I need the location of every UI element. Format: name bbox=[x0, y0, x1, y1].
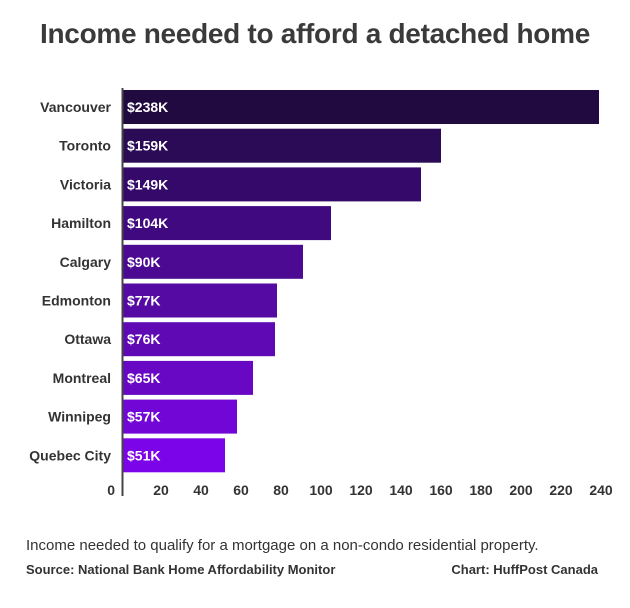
chart-title: Income needed to afford a detached home bbox=[40, 18, 590, 49]
category-label: Winnipeg bbox=[48, 409, 111, 425]
category-label: Edmonton bbox=[42, 293, 111, 309]
bar-value-label: $57K bbox=[127, 409, 160, 425]
x-tick-label: 200 bbox=[509, 482, 533, 498]
bar-value-label: $77K bbox=[127, 293, 160, 309]
x-tick-label: 220 bbox=[549, 482, 573, 498]
x-tick-label: 160 bbox=[429, 482, 453, 498]
category-label: Vancouver bbox=[40, 99, 111, 115]
x-tick-label: 120 bbox=[349, 482, 373, 498]
category-label: Victoria bbox=[60, 176, 111, 192]
category-label: Toronto bbox=[59, 138, 111, 154]
bar-value-label: $149K bbox=[127, 176, 168, 192]
bar-value-label: $104K bbox=[127, 215, 168, 231]
chart-description: Income needed to qualify for a mortgage … bbox=[26, 537, 539, 554]
category-label: Quebec City bbox=[29, 447, 111, 463]
bar-value-label: $76K bbox=[127, 331, 160, 347]
bar bbox=[123, 206, 331, 241]
x-tick-label: 20 bbox=[153, 482, 169, 498]
bar bbox=[123, 399, 237, 434]
bar-value-label: $238K bbox=[127, 99, 168, 115]
x-tick-label: 60 bbox=[233, 482, 249, 498]
bar bbox=[123, 283, 277, 318]
bar-value-label: $65K bbox=[127, 370, 160, 386]
bar bbox=[123, 167, 421, 202]
category-label: Hamilton bbox=[51, 215, 111, 231]
bar bbox=[123, 438, 225, 473]
chart-source: Source: National Bank Home Affordability… bbox=[26, 562, 336, 577]
bar bbox=[123, 322, 275, 357]
bar bbox=[123, 90, 599, 124]
bar-value-label: $51K bbox=[127, 447, 160, 463]
chart-credit: Chart: HuffPost Canada bbox=[451, 562, 598, 577]
category-label: Ottawa bbox=[64, 331, 111, 347]
bar-chart: Vancouver $238K Toronto $159K Victoria $149K H… bbox=[29, 88, 613, 498]
bar bbox=[123, 244, 303, 279]
x-tick-label: 240 bbox=[589, 482, 613, 498]
bar-value-label: $90K bbox=[127, 254, 160, 270]
bar bbox=[123, 360, 253, 395]
x-tick-label: 0 bbox=[107, 482, 115, 498]
x-tick-label: 40 bbox=[193, 482, 209, 498]
bar-value-label: $159K bbox=[127, 138, 168, 154]
x-tick-label: 140 bbox=[389, 482, 413, 498]
x-tick-label: 80 bbox=[273, 482, 289, 498]
x-tick-label: 180 bbox=[469, 482, 493, 498]
bar bbox=[123, 128, 441, 163]
category-label: Calgary bbox=[60, 254, 112, 270]
category-label: Montreal bbox=[53, 370, 111, 386]
x-tick-label: 100 bbox=[309, 482, 333, 498]
